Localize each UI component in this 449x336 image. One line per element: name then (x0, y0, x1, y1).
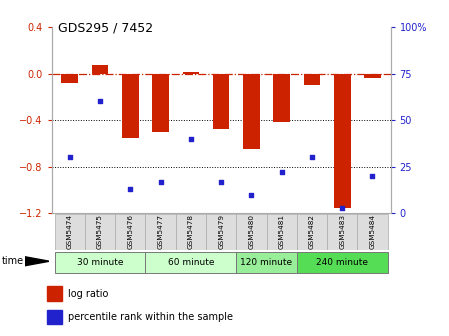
Text: GSM5476: GSM5476 (128, 214, 133, 249)
Bar (47, 286, 62, 301)
Text: GSM5474: GSM5474 (67, 214, 73, 249)
Text: GSM5481: GSM5481 (279, 214, 285, 249)
FancyBboxPatch shape (327, 214, 357, 250)
Text: percentile rank within the sample: percentile rank within the sample (68, 312, 233, 322)
Point (248, 192, 255, 198)
Text: 120 minute: 120 minute (241, 258, 293, 266)
Point (127, 186, 134, 192)
FancyBboxPatch shape (145, 214, 176, 250)
Text: GSM5484: GSM5484 (370, 214, 375, 249)
Point (218, 179, 225, 184)
Text: GSM5482: GSM5482 (309, 214, 315, 249)
FancyBboxPatch shape (55, 252, 145, 273)
FancyBboxPatch shape (85, 214, 115, 250)
Bar (273, 74, 290, 122)
FancyBboxPatch shape (267, 214, 297, 250)
Text: GSM5479: GSM5479 (218, 214, 224, 249)
FancyBboxPatch shape (297, 252, 387, 273)
Text: 60 minute: 60 minute (167, 258, 214, 266)
Text: time: time (2, 256, 24, 266)
Bar (213, 74, 229, 129)
Bar (334, 74, 351, 208)
FancyBboxPatch shape (236, 252, 297, 273)
FancyBboxPatch shape (55, 214, 85, 250)
FancyBboxPatch shape (145, 252, 236, 273)
Polygon shape (25, 257, 49, 266)
FancyBboxPatch shape (176, 214, 206, 250)
Text: GSM5480: GSM5480 (248, 214, 255, 249)
Point (278, 170, 285, 175)
Bar (243, 74, 260, 149)
FancyBboxPatch shape (357, 214, 387, 250)
Point (97, 99, 104, 104)
FancyBboxPatch shape (115, 214, 145, 250)
Text: 240 minute: 240 minute (316, 258, 368, 266)
Bar (183, 72, 199, 74)
Bar (304, 74, 320, 85)
Text: GDS295 / 7452: GDS295 / 7452 (58, 22, 154, 35)
Text: 30 minute: 30 minute (77, 258, 123, 266)
Point (339, 205, 346, 210)
Text: log ratio: log ratio (68, 289, 108, 299)
Bar (47, 310, 62, 325)
Bar (122, 74, 139, 138)
Text: GSM5483: GSM5483 (339, 214, 345, 249)
FancyBboxPatch shape (236, 214, 267, 250)
FancyBboxPatch shape (297, 214, 327, 250)
Bar (152, 74, 169, 132)
Bar (62, 74, 78, 83)
Point (66, 155, 73, 160)
Point (369, 173, 376, 179)
Point (187, 136, 194, 141)
FancyBboxPatch shape (206, 214, 236, 250)
Point (308, 155, 316, 160)
Bar (92, 65, 108, 74)
Point (157, 179, 164, 184)
Text: GSM5478: GSM5478 (188, 214, 194, 249)
Text: GSM5475: GSM5475 (97, 214, 103, 249)
Text: GSM5477: GSM5477 (158, 214, 163, 249)
Bar (364, 74, 381, 78)
